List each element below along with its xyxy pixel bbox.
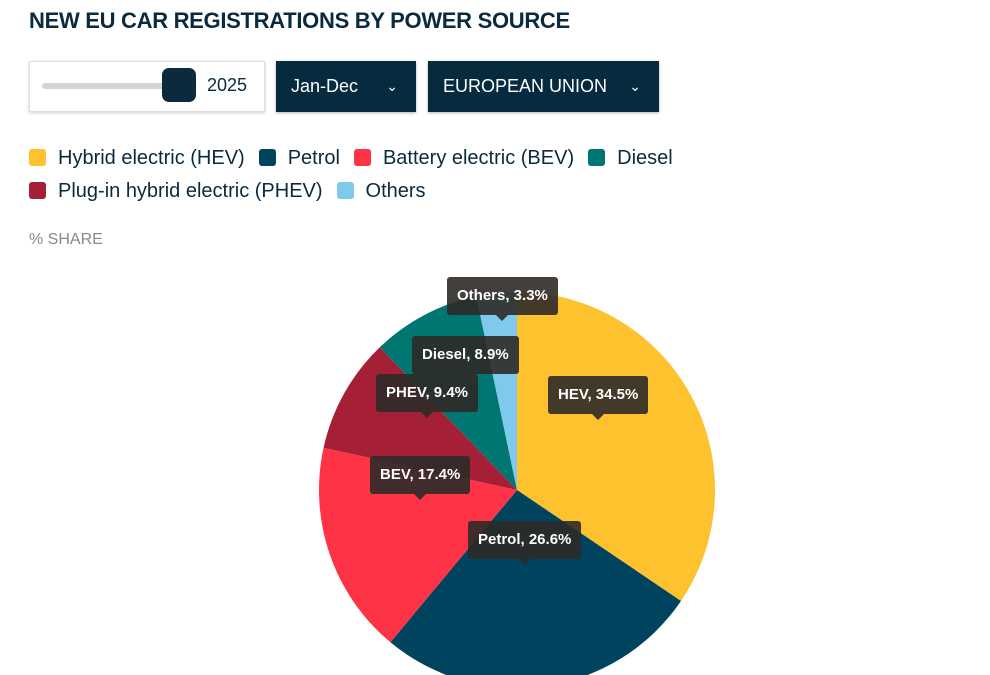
chart-title: NEW EU CAR REGISTRATIONS BY POWER SOURCE [29, 8, 570, 33]
legend-swatch [336, 182, 354, 199]
legend-item[interactable]: Battery electric (BEV) [353, 144, 575, 177]
chevron-down-icon: ⌄ [386, 78, 398, 94]
legend-swatch [258, 149, 276, 166]
data-label: HEV, 34.5% [548, 376, 649, 420]
legend-item[interactable]: Others [336, 177, 426, 210]
period-dropdown[interactable]: Jan-Dec ⌄ [276, 61, 416, 112]
pie-slice[interactable] [517, 292, 715, 601]
data-label: Diesel, 8.9% [412, 336, 519, 380]
region-value: EUROPEAN UNION [443, 76, 608, 96]
legend-swatch [588, 149, 606, 166]
legend-label: Diesel [617, 147, 673, 169]
slider-thumb[interactable] [162, 68, 196, 102]
data-label: BEV, 17.4% [370, 456, 471, 500]
legend-label: Battery electric (BEV) [382, 147, 575, 169]
data-label: Others, 3.3% [447, 277, 558, 321]
legend-label: Others [365, 180, 426, 202]
legend-label: Hybrid electric (HEV) [58, 147, 245, 169]
pie-slice[interactable] [323, 347, 517, 490]
legend-label: Plug-in hybrid electric (PHEV) [58, 180, 323, 202]
legend: Hybrid electric (HEV) Petrol Battery elect… [29, 144, 749, 210]
pie-slice[interactable] [390, 490, 682, 675]
legend-item[interactable]: Hybrid electric (HEV) [29, 144, 245, 177]
slider-track[interactable] [42, 83, 172, 89]
region-dropdown[interactable]: EUROPEAN UNION ⌄ [428, 61, 659, 112]
pie-slice[interactable] [319, 447, 517, 643]
legend-item[interactable]: Petrol [258, 144, 340, 177]
data-label: Petrol, 26.6% [468, 521, 582, 565]
legend-swatch [29, 182, 46, 199]
period-value: Jan-Dec [291, 76, 359, 96]
year-slider[interactable]: 2025 [29, 61, 265, 112]
legend-swatch [29, 149, 46, 166]
chevron-down-icon: ⌄ [629, 78, 641, 94]
legend-item[interactable]: Diesel [588, 144, 673, 177]
data-label: PHEV, 9.4% [376, 374, 478, 418]
legend-item[interactable]: Plug-in hybrid electric (PHEV) [29, 177, 323, 210]
y-label: % SHARE [29, 231, 103, 248]
year-value: 2025 [207, 75, 248, 95]
legend-swatch [353, 149, 371, 166]
legend-label: Petrol [287, 147, 340, 169]
